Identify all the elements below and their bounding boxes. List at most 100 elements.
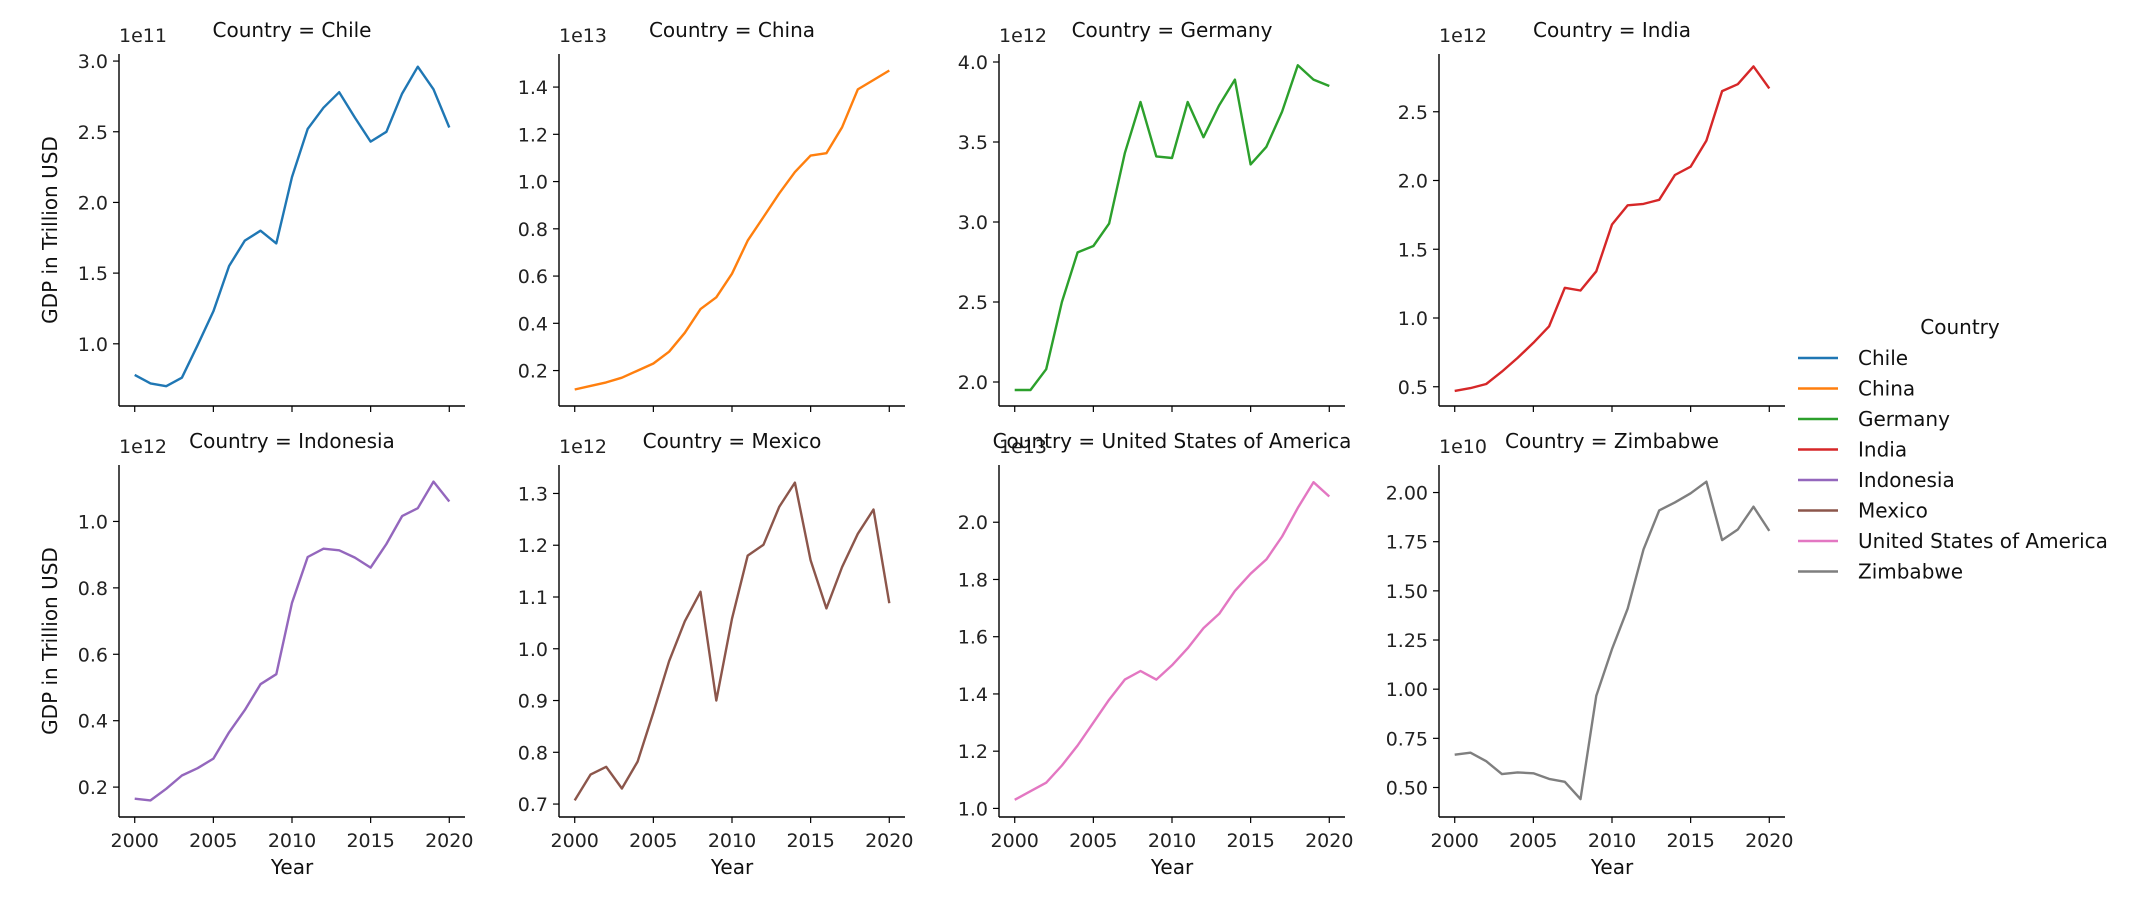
x-tick-label: 2010 [1148, 830, 1196, 852]
legend-label: Zimbabwe [1858, 560, 1963, 584]
panels: 1.0 1.5 2.0 2.5 3.0 1e11 Country = Chile GDP in… [38, 18, 1793, 879]
y-tick-label: 3.0 [78, 51, 108, 73]
y-offset-label: 1e11 [119, 25, 167, 47]
x-tick-label: 2000 [111, 830, 159, 852]
y-tick-label: 1.8 [958, 569, 988, 591]
x-axis-label: Year [1150, 855, 1194, 879]
legend-label: Mexico [1858, 499, 1928, 523]
panel-title: Country = Indonesia [189, 429, 395, 453]
panel-chile: 1.0 1.5 2.0 2.5 3.0 1e11 Country = Chile GDP in… [38, 18, 465, 412]
panel-china: 0.2 0.4 0.6 0.8 1.0 1.2 1.4 1e13 Country = China [518, 18, 905, 412]
x-tick-label: 2005 [189, 830, 237, 852]
series-line-zimbabwe [1454, 480, 1771, 801]
legend-label: China [1858, 377, 1915, 401]
legend-item-germany: Germany [1798, 407, 1950, 431]
panel-title: Country = Germany [1072, 18, 1273, 42]
y-tick-label: 0.8 [518, 742, 548, 764]
legend-title: Country [1920, 315, 2000, 339]
y-tick-label: 2.5 [958, 292, 988, 314]
legend-item-united-states-of-america: United States of America [1798, 529, 2108, 553]
y-tick-label: 0.2 [518, 361, 548, 383]
y-tick-label: 2.5 [78, 122, 108, 144]
x-axis-label: Year [270, 855, 314, 879]
series-line-germany [1014, 64, 1330, 392]
series-line-india [1454, 65, 1771, 393]
y-tick-label: 2.0 [958, 512, 988, 534]
x-tick-label: 2000 [551, 830, 599, 852]
panel-title: Country = Chile [213, 18, 372, 42]
legend-item-zimbabwe: Zimbabwe [1798, 560, 1963, 584]
panel-title: Country = Zimbabwe [1505, 429, 1719, 453]
panel-title: Country = China [649, 18, 815, 42]
y-tick-label: 1.00 [1386, 679, 1428, 701]
legend-item-indonesia: Indonesia [1798, 468, 1955, 492]
y-tick-label: 1.75 [1386, 532, 1428, 554]
y-tick-label: 0.8 [518, 219, 548, 241]
y-tick-label: 1.5 [78, 263, 108, 285]
y-tick-label: 2.0 [78, 192, 108, 214]
y-tick-label: 4.0 [958, 52, 988, 74]
panel-indonesia: 0.2 0.4 0.6 0.8 1.0 2000 2005 2010 2015 2020 1e12 C… [38, 429, 473, 879]
x-tick-label: 2020 [865, 830, 913, 852]
y-offset-label: 1e13 [999, 436, 1047, 458]
y-tick-label: 0.4 [518, 313, 548, 335]
legend-item-china: China [1798, 377, 1915, 401]
y-offset-label: 1e13 [559, 25, 607, 47]
y-tick-label: 1.3 [518, 483, 548, 505]
y-tick-label: 1.4 [958, 684, 988, 706]
y-tick-label: 1.50 [1386, 581, 1428, 603]
y-offset-label: 1e12 [559, 436, 607, 458]
y-tick-label: 0.6 [78, 644, 108, 666]
x-axis-label: Year [1590, 855, 1634, 879]
legend-label: Chile [1858, 346, 1908, 370]
y-tick-label: 1.25 [1386, 630, 1428, 652]
y-tick-label: 1.0 [78, 334, 108, 356]
y-axis-label: GDP in Trillion USD [38, 547, 62, 735]
legend-label: Indonesia [1858, 468, 1955, 492]
x-tick-label: 2020 [1745, 830, 1793, 852]
y-tick-label: 1.0 [78, 511, 108, 533]
legend-label: India [1858, 438, 1907, 462]
x-tick-label: 2015 [1226, 830, 1274, 852]
y-tick-label: 3.5 [958, 132, 988, 154]
panel-title: Country = India [1533, 18, 1691, 42]
x-tick-label: 2005 [1069, 830, 1117, 852]
x-tick-label: 2010 [708, 830, 756, 852]
y-tick-label: 2.5 [1398, 102, 1428, 124]
y-tick-label: 1.2 [958, 741, 988, 763]
y-tick-label: 1.4 [518, 77, 548, 99]
y-tick-label: 1.0 [958, 798, 988, 820]
legend: Country Chile China Germany India Indonesia M… [1798, 315, 2108, 584]
y-axis-label: GDP in Trillion USD [38, 136, 62, 324]
y-offset-label: 1e12 [1439, 25, 1487, 47]
y-tick-label: 2.0 [1398, 171, 1428, 193]
y-tick-label: 3.0 [958, 212, 988, 234]
series-line-chile [134, 65, 451, 388]
y-tick-label: 1.0 [518, 639, 548, 661]
y-offset-label: 1e10 [1439, 436, 1487, 458]
legend-label: United States of America [1858, 529, 2108, 553]
y-tick-label: 1.5 [1398, 239, 1428, 261]
x-tick-label: 2005 [1509, 830, 1557, 852]
y-tick-label: 1.2 [518, 535, 548, 557]
panel-mexico: 0.7 0.8 0.9 1.0 1.1 1.2 1.3 2000 2005 2010 2015 202… [518, 429, 914, 879]
x-tick-label: 2020 [425, 830, 473, 852]
y-tick-label: 1.1 [518, 587, 548, 609]
panel-germany: 2.0 2.5 3.0 3.5 4.0 1e12 Country = Germany [958, 18, 1345, 412]
panel-india: 0.5 1.0 1.5 2.0 2.5 1e12 Country = India [1398, 18, 1785, 412]
x-tick-label: 2010 [268, 830, 316, 852]
series-line-china [574, 69, 890, 391]
x-tick-label: 2005 [629, 830, 677, 852]
legend-item-india: India [1798, 438, 1907, 462]
y-tick-label: 0.8 [78, 578, 108, 600]
panel-title: Country = Mexico [643, 429, 822, 453]
panel-united-states-of-america: 1.0 1.2 1.4 1.6 1.8 2.0 2000 2005 2010 2015 2020 1e… [958, 429, 1354, 879]
y-tick-label: 0.5 [1398, 377, 1428, 399]
y-tick-label: 1.2 [518, 124, 548, 146]
x-tick-label: 2020 [1305, 830, 1353, 852]
y-tick-label: 0.4 [78, 711, 108, 733]
legend-item-mexico: Mexico [1798, 499, 1928, 523]
x-tick-label: 2015 [1666, 830, 1714, 852]
y-tick-label: 0.6 [518, 266, 548, 288]
